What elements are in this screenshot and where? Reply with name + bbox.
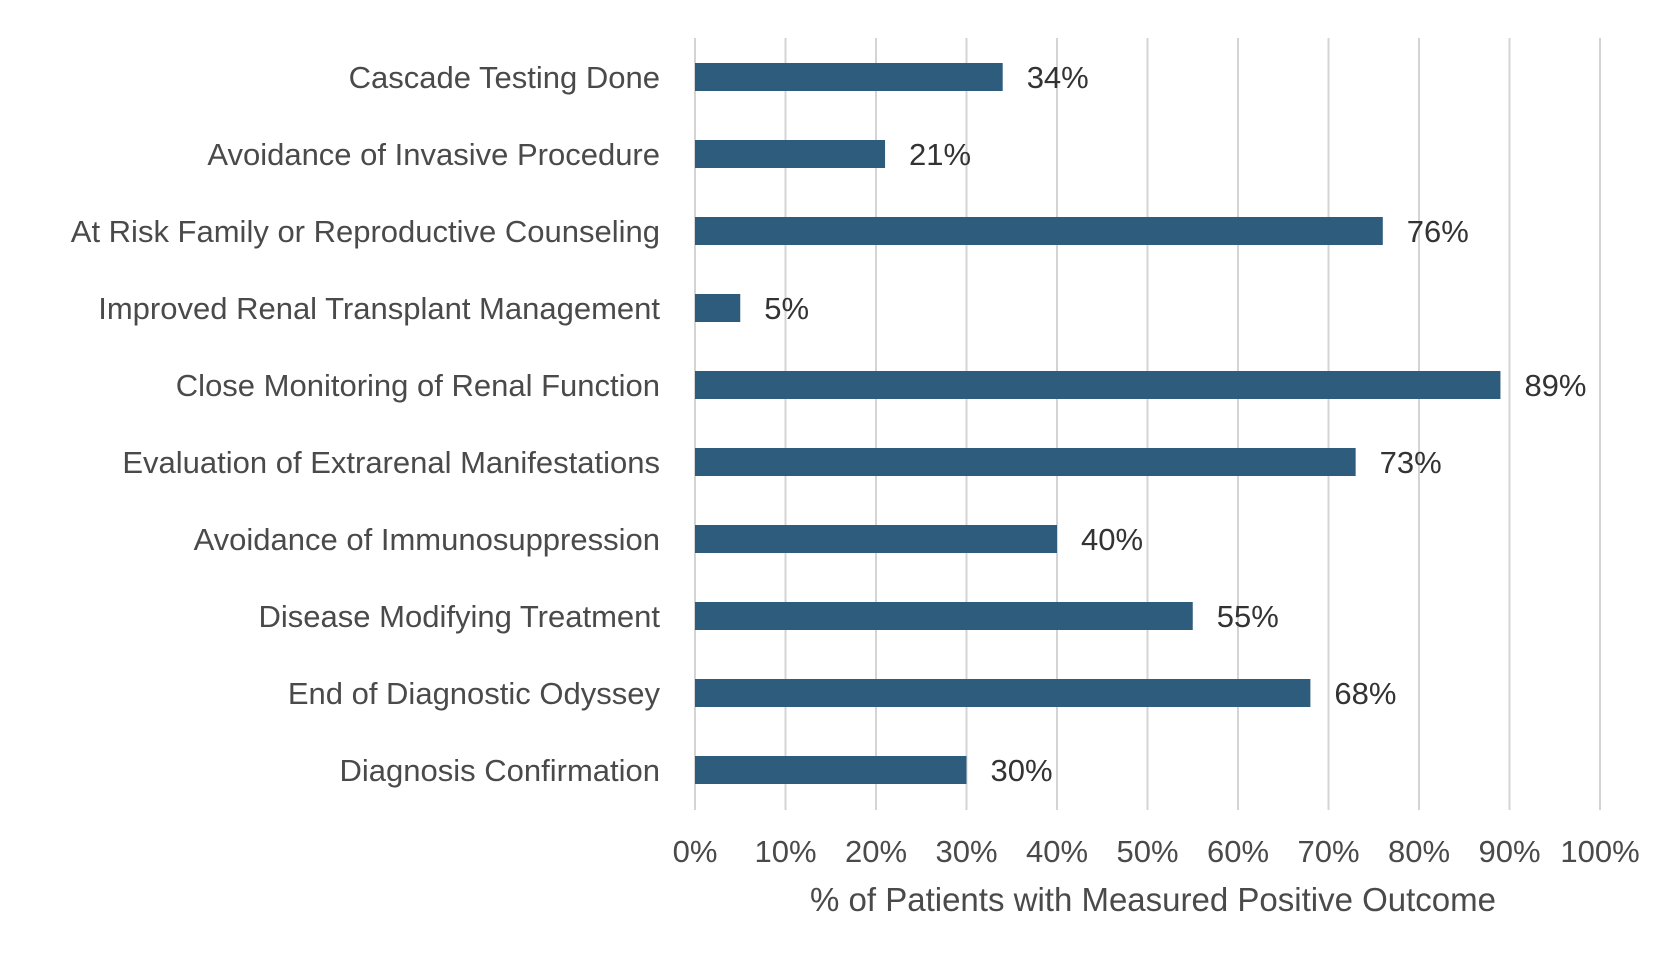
- bar-4: [695, 371, 1501, 399]
- x-tick-label-100: 100%: [1560, 834, 1639, 869]
- bar-9: [695, 756, 967, 784]
- category-label-9: Diagnosis Confirmation: [340, 753, 660, 788]
- x-tick-label-80: 80%: [1388, 834, 1450, 869]
- data-label-2: 76%: [1407, 214, 1469, 249]
- bar-2: [695, 217, 1383, 245]
- data-label-3: 5%: [764, 291, 809, 326]
- category-label-2: At Risk Family or Reproductive Counselin…: [71, 214, 660, 249]
- x-tick-label-30: 30%: [935, 834, 997, 869]
- category-label-7: Disease Modifying Treatment: [259, 599, 661, 634]
- bar-7: [695, 602, 1193, 630]
- data-label-7: 55%: [1217, 599, 1279, 634]
- category-label-3: Improved Renal Transplant Management: [98, 291, 660, 326]
- category-label-8: End of Diagnostic Odyssey: [288, 676, 661, 711]
- data-label-6: 40%: [1081, 522, 1143, 557]
- data-labels: 34% 21% 76% 5% 89% 73% 40% 55% 68% 30%: [764, 60, 1586, 788]
- category-label-5: Evaluation of Extrarenal Manifestations: [122, 445, 660, 480]
- x-axis-title: % of Patients with Measured Positive Out…: [810, 881, 1496, 918]
- bar-0: [695, 63, 1003, 91]
- bar-5: [695, 448, 1356, 476]
- x-tick-label-50: 50%: [1116, 834, 1178, 869]
- data-label-0: 34%: [1027, 60, 1089, 95]
- data-label-1: 21%: [909, 137, 971, 172]
- x-tick-label-60: 60%: [1207, 834, 1269, 869]
- data-label-8: 68%: [1334, 676, 1396, 711]
- bar-1: [695, 140, 886, 168]
- x-tick-label-70: 70%: [1297, 834, 1359, 869]
- x-tick-labels: 0% 10% 20% 30% 40% 50% 60% 70% 80% 90% 100%: [673, 834, 1640, 869]
- x-tick-label-90: 90%: [1478, 834, 1540, 869]
- x-tick-label-40: 40%: [1026, 834, 1088, 869]
- x-tick-label-0: 0%: [673, 834, 718, 869]
- bar-3: [695, 294, 741, 322]
- x-tick-label-20: 20%: [845, 834, 907, 869]
- bar-6: [695, 525, 1057, 553]
- category-label-1: Avoidance of Invasive Procedure: [207, 137, 660, 172]
- category-label-4: Close Monitoring of Renal Function: [176, 368, 660, 403]
- category-label-0: Cascade Testing Done: [349, 60, 660, 95]
- category-labels: Cascade Testing Done Avoidance of Invasiv…: [71, 60, 661, 788]
- data-label-4: 89%: [1524, 368, 1586, 403]
- category-label-6: Avoidance of Immunosuppression: [194, 522, 660, 557]
- bar-8: [695, 679, 1311, 707]
- data-label-5: 73%: [1380, 445, 1442, 480]
- x-tick-label-10: 10%: [754, 834, 816, 869]
- data-label-9: 30%: [991, 753, 1053, 788]
- bars: [695, 63, 1501, 784]
